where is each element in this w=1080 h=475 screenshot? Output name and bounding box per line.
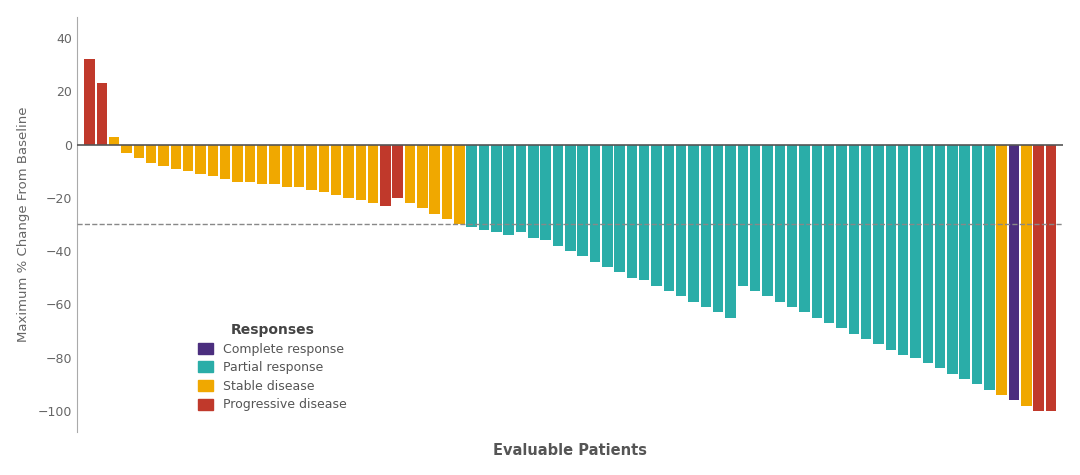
Bar <box>639 144 649 280</box>
Bar <box>935 144 945 368</box>
Bar <box>183 144 193 171</box>
Bar <box>750 144 760 291</box>
X-axis label: Evaluable Patients: Evaluable Patients <box>494 443 647 458</box>
Bar <box>84 59 95 144</box>
Bar <box>676 144 687 296</box>
Bar <box>762 144 773 296</box>
Bar <box>688 144 699 302</box>
Bar <box>1034 144 1044 411</box>
Bar <box>886 144 896 350</box>
Bar <box>442 144 453 219</box>
Bar <box>861 144 872 339</box>
Bar <box>972 144 983 384</box>
Bar <box>836 144 847 328</box>
Bar <box>1021 144 1031 406</box>
Bar <box>774 144 785 302</box>
Bar <box>392 144 403 198</box>
Bar <box>330 144 341 195</box>
Bar <box>232 144 243 182</box>
Bar <box>244 144 255 182</box>
Bar <box>220 144 230 179</box>
Bar <box>430 144 440 214</box>
Bar <box>578 144 588 256</box>
Bar <box>997 144 1007 395</box>
Bar <box>454 144 464 225</box>
Bar <box>849 144 859 333</box>
Bar <box>355 144 366 200</box>
Bar <box>651 144 662 285</box>
Bar <box>947 144 958 374</box>
Bar <box>467 144 477 227</box>
Bar <box>134 144 144 158</box>
Y-axis label: Maximum % Change From Baseline: Maximum % Change From Baseline <box>16 107 29 342</box>
Bar <box>824 144 835 323</box>
Bar <box>96 83 107 144</box>
Bar <box>663 144 674 291</box>
Bar <box>910 144 920 358</box>
Bar <box>799 144 810 313</box>
Bar <box>417 144 428 209</box>
Bar <box>553 144 563 246</box>
Bar <box>109 136 120 144</box>
Bar <box>516 144 526 232</box>
Bar <box>146 144 157 163</box>
Bar <box>257 144 268 184</box>
Bar <box>726 144 735 318</box>
Bar <box>528 144 539 238</box>
Bar <box>171 144 181 169</box>
Bar <box>922 144 933 363</box>
Bar <box>159 144 168 166</box>
Bar <box>282 144 292 187</box>
Bar <box>701 144 711 307</box>
Bar <box>1045 144 1056 411</box>
Bar <box>874 144 883 344</box>
Bar <box>269 144 280 184</box>
Bar <box>294 144 305 187</box>
Bar <box>615 144 625 272</box>
Bar <box>897 144 908 355</box>
Bar <box>343 144 353 198</box>
Bar <box>319 144 329 192</box>
Bar <box>368 144 378 203</box>
Bar <box>811 144 822 318</box>
Bar <box>503 144 514 235</box>
Bar <box>207 144 218 177</box>
Bar <box>984 144 995 390</box>
Bar <box>787 144 797 307</box>
Bar <box>738 144 748 285</box>
Bar <box>121 144 132 152</box>
Bar <box>1009 144 1020 400</box>
Bar <box>565 144 576 251</box>
Bar <box>195 144 205 174</box>
Bar <box>540 144 551 240</box>
Bar <box>602 144 612 267</box>
Bar <box>959 144 970 379</box>
Bar <box>626 144 637 278</box>
Bar <box>478 144 489 230</box>
Bar <box>307 144 316 190</box>
Bar <box>713 144 724 313</box>
Bar <box>491 144 501 232</box>
Legend: Complete response, Partial response, Stable disease, Progressive disease: Complete response, Partial response, Sta… <box>192 317 353 418</box>
Bar <box>590 144 600 262</box>
Bar <box>405 144 416 203</box>
Bar <box>380 144 391 206</box>
